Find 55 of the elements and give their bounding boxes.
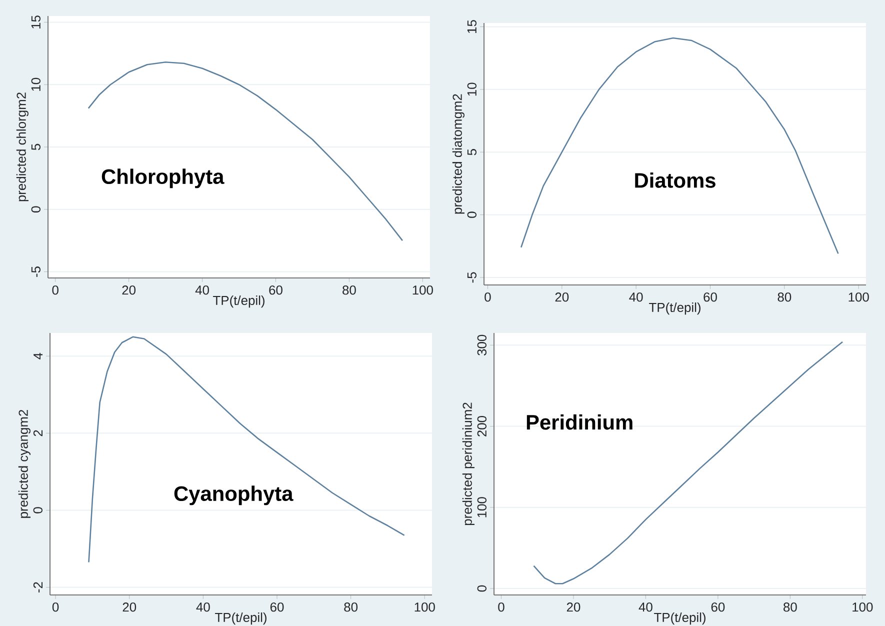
x-tick-label: 60: [269, 286, 282, 295]
annotation: Peridinium: [526, 414, 632, 430]
y-tick-label: -2: [33, 582, 42, 592]
x-tick-label: 40: [629, 292, 643, 302]
y-axis-title: predicted cyangm2: [18, 410, 30, 518]
line-series: [88, 62, 404, 242]
x-tick-label: 40: [195, 286, 209, 295]
x-tick-label: 20: [566, 602, 580, 612]
annotation: Diatoms: [635, 172, 716, 188]
y-tick-label: 0: [31, 206, 40, 212]
y-tick-label: 2: [33, 430, 42, 436]
x-tick-label: 0: [52, 602, 59, 612]
y-tick-label: 4: [34, 352, 42, 360]
y-tick-label: 100: [477, 497, 486, 518]
y-tick-label: 5: [467, 149, 476, 156]
x-tick-label: 40: [196, 602, 210, 612]
line-series: [88, 336, 405, 563]
y-tick-label: 5: [31, 144, 40, 150]
y-tick-label: -5: [31, 266, 40, 277]
x-tick-label: 80: [344, 602, 358, 612]
x-tick-label: 20: [555, 292, 569, 302]
y-tick-label: 0: [477, 585, 486, 592]
x-tick-label: 100: [852, 602, 873, 612]
x-tick-label: 100: [414, 602, 435, 612]
y-tick-label: 200: [477, 416, 486, 436]
y-axis-title: predicted peridinium2: [462, 402, 474, 526]
x-tick-label: 20: [122, 286, 136, 295]
x-tick-label: 100: [412, 286, 433, 295]
x-tick-label: 40: [638, 602, 652, 612]
x-tick-label: 60: [704, 292, 717, 302]
x-axis-title: TP(t/epil): [213, 296, 264, 308]
annotation: Chlorophyta: [102, 168, 224, 188]
x-axis-title: TP(t/epil): [654, 612, 706, 625]
x-tick-label: 60: [270, 602, 284, 612]
y-tick-label: 10: [31, 78, 40, 91]
annotation: Cyanophyta: [174, 486, 294, 506]
x-tick-label: 80: [778, 292, 792, 302]
y-tick-label: 10: [467, 82, 476, 96]
x-tick-label: 100: [848, 292, 869, 302]
x-tick-label: 0: [498, 602, 504, 612]
x-axis-title: TP(t/epil): [215, 612, 266, 625]
y-axis-title: predicted diatomgm2: [452, 94, 464, 214]
x-tick-label: 0: [52, 286, 58, 295]
y-tick-label: 15: [31, 16, 40, 28]
y-tick-label: 0: [33, 507, 42, 514]
y-tick-label: -5: [467, 272, 476, 283]
x-tick-label: 80: [342, 286, 356, 295]
x-tick-label: 80: [784, 602, 797, 612]
y-tick-label: 0: [467, 212, 476, 218]
y-tick-label: 15: [467, 20, 476, 33]
y-tick-label: 300: [477, 334, 486, 356]
y-axis-title: predicted chlorgm2: [16, 92, 28, 202]
x-axis-title: TP(t/epil): [649, 302, 700, 315]
x-tick-label: 20: [122, 602, 136, 612]
x-tick-label: 60: [711, 602, 725, 612]
